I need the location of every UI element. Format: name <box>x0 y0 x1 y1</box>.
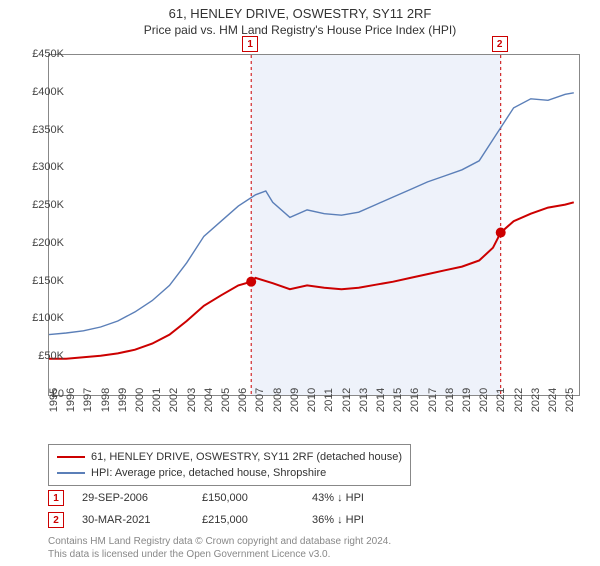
sale-delta-2: 36% ↓ HPI <box>312 514 364 526</box>
y-tick-label: £100K <box>32 312 64 324</box>
legend-item-property: 61, HENLEY DRIVE, OSWESTRY, SY11 2RF (de… <box>57 449 402 465</box>
x-tick-label: 2013 <box>358 388 370 412</box>
legend-swatch-hpi <box>57 472 85 473</box>
y-tick-label: £350K <box>32 124 64 136</box>
x-tick-label: 2009 <box>289 388 301 412</box>
x-tick-label: 2022 <box>513 388 525 412</box>
x-tick-label: 2024 <box>547 388 559 412</box>
x-tick-label: 2021 <box>495 388 507 412</box>
x-tick-label: 2004 <box>203 388 215 412</box>
x-tick-label: 1998 <box>100 388 112 412</box>
x-tick-label: 2018 <box>444 388 456 412</box>
sale-row-1: 1 29-SEP-2006 £150,000 43% ↓ HPI <box>48 490 364 506</box>
x-tick-label: 2006 <box>237 388 249 412</box>
chart-plot-area <box>48 54 580 396</box>
sale-badge-1: 1 <box>48 490 64 506</box>
x-tick-label: 2020 <box>478 388 490 412</box>
x-tick-label: 2010 <box>306 388 318 412</box>
footer: Contains HM Land Registry data © Crown c… <box>48 536 391 561</box>
sale-date-1: 29-SEP-2006 <box>82 492 202 504</box>
sale-price-2: £215,000 <box>202 514 312 526</box>
x-tick-label: 2002 <box>168 388 180 412</box>
x-tick-label: 2001 <box>151 388 163 412</box>
chart-marker-badge: 1 <box>242 36 258 52</box>
y-tick-label: £250K <box>32 199 64 211</box>
x-tick-label: 1999 <box>117 388 129 412</box>
x-tick-label: 2025 <box>564 388 576 412</box>
chart-marker-badge: 2 <box>492 36 508 52</box>
x-tick-label: 2003 <box>186 388 198 412</box>
x-tick-label: 2023 <box>530 388 542 412</box>
y-tick-label: £450K <box>32 48 64 60</box>
footer-line-2: This data is licensed under the Open Gov… <box>48 549 391 562</box>
x-tick-label: 2012 <box>341 388 353 412</box>
y-tick-label: £400K <box>32 86 64 98</box>
legend: 61, HENLEY DRIVE, OSWESTRY, SY11 2RF (de… <box>48 444 411 486</box>
sale-row-2: 2 30-MAR-2021 £215,000 36% ↓ HPI <box>48 512 364 528</box>
y-tick-label: £300K <box>32 161 64 173</box>
x-tick-label: 2015 <box>392 388 404 412</box>
sale-badge-2: 2 <box>48 512 64 528</box>
y-tick-label: £200K <box>32 237 64 249</box>
sale-price-1: £150,000 <box>202 492 312 504</box>
sale-date-2: 30-MAR-2021 <box>82 514 202 526</box>
x-tick-label: 2017 <box>427 388 439 412</box>
x-tick-label: 1996 <box>65 388 77 412</box>
sale-delta-1: 43% ↓ HPI <box>312 492 364 504</box>
x-tick-label: 2014 <box>375 388 387 412</box>
chart-svg <box>49 55 579 395</box>
x-tick-label: 2019 <box>461 388 473 412</box>
chart-container: 61, HENLEY DRIVE, OSWESTRY, SY11 2RF Pri… <box>0 6 600 566</box>
legend-item-hpi: HPI: Average price, detached house, Shro… <box>57 465 402 481</box>
x-tick-label: 2005 <box>220 388 232 412</box>
x-tick-label: 1997 <box>82 388 94 412</box>
legend-label-hpi: HPI: Average price, detached house, Shro… <box>91 467 326 479</box>
x-tick-label: 1995 <box>48 388 60 412</box>
x-tick-label: 2016 <box>409 388 421 412</box>
legend-swatch-property <box>57 456 85 458</box>
x-tick-label: 2011 <box>323 388 335 412</box>
footer-line-1: Contains HM Land Registry data © Crown c… <box>48 536 391 549</box>
chart-title: 61, HENLEY DRIVE, OSWESTRY, SY11 2RF <box>0 6 600 21</box>
y-tick-label: £50K <box>38 350 64 362</box>
y-tick-label: £150K <box>32 275 64 287</box>
x-tick-label: 2008 <box>272 388 284 412</box>
x-tick-label: 2007 <box>254 388 266 412</box>
legend-label-property: 61, HENLEY DRIVE, OSWESTRY, SY11 2RF (de… <box>91 451 402 463</box>
chart-subtitle: Price paid vs. HM Land Registry's House … <box>0 23 600 37</box>
x-tick-label: 2000 <box>134 388 146 412</box>
